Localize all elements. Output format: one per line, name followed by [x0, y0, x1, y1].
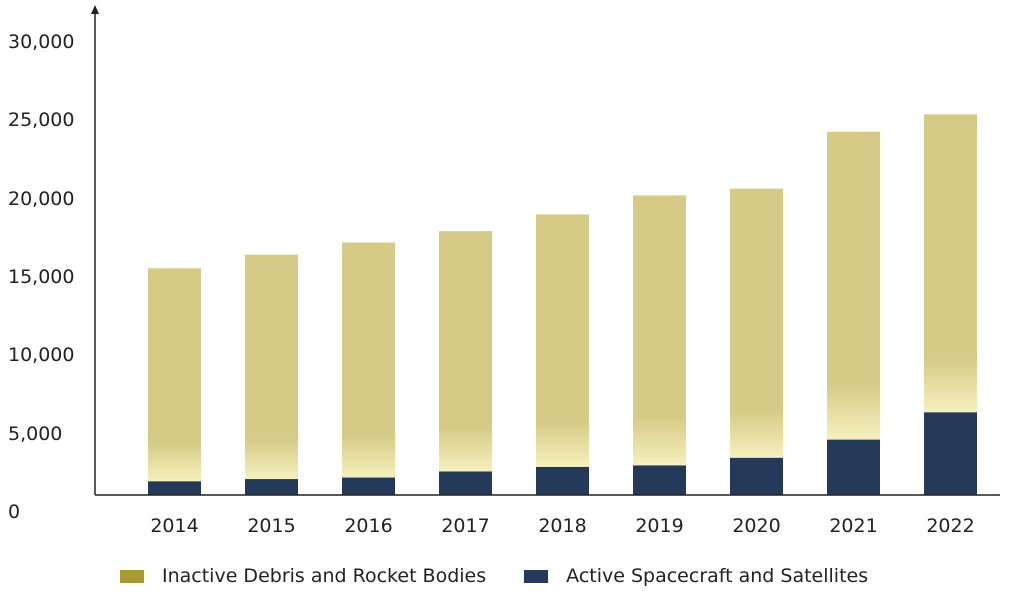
legend-label-inactive: Inactive Debris and Rocket Bodies — [162, 565, 487, 587]
y-tick-label: 25,000 — [8, 109, 74, 131]
legend-item-inactive: Inactive Debris and Rocket Bodies — [120, 565, 486, 587]
bar-active-2022 — [924, 412, 977, 495]
y-tick-label: 15,000 — [8, 266, 74, 288]
y-tick-label: 20,000 — [8, 188, 74, 210]
x-tick-label: 2018 — [538, 515, 586, 537]
bar-inactive-2018 — [536, 214, 589, 467]
y-tick-label: 10,000 — [8, 344, 74, 366]
x-tick-label: 2022 — [926, 515, 974, 537]
legend-label-active: Active Spacecraft and Satellites — [566, 565, 869, 587]
bar-active-2016 — [342, 477, 395, 495]
bar-active-2020 — [730, 457, 783, 495]
bar-inactive-2021 — [827, 131, 880, 440]
y-tick-label: 30,000 — [8, 31, 74, 53]
bars-group — [148, 114, 977, 495]
bar-inactive-2017 — [439, 231, 492, 472]
bar-active-2017 — [439, 471, 492, 495]
bar-inactive-2015 — [245, 254, 298, 480]
legend-item-active: Active Spacecraft and Satellites — [524, 565, 868, 587]
x-tick-label: 2015 — [247, 515, 295, 537]
y-tick-labels: 0 5,000 10,000 15,000 20,000 25,000 30,000 — [8, 31, 74, 523]
bar-inactive-2014 — [148, 268, 201, 482]
bar-active-2015 — [245, 479, 298, 495]
y-tick-label: 0 — [8, 501, 20, 523]
y-axis-arrow-icon — [91, 5, 99, 14]
bar-inactive-2019 — [633, 195, 686, 466]
bar-inactive-2016 — [342, 242, 395, 478]
legend-swatch-active — [524, 569, 549, 583]
bar-active-2021 — [827, 439, 880, 495]
bar-active-2018 — [536, 466, 589, 495]
x-tick-label: 2016 — [344, 515, 392, 537]
x-tick-label: 2017 — [441, 515, 489, 537]
bar-active-2014 — [148, 481, 201, 495]
bar-inactive-2020 — [730, 188, 783, 458]
x-tick-label: 2020 — [732, 515, 780, 537]
legend: Inactive Debris and Rocket Bodies Active… — [120, 565, 906, 587]
y-tick-label: 5,000 — [8, 423, 62, 445]
x-tick-label: 2019 — [635, 515, 683, 537]
bar-inactive-2022 — [924, 114, 977, 413]
bar-active-2019 — [633, 465, 686, 495]
axes-group — [91, 5, 1000, 496]
x-tick-labels: 2014 2015 2016 2017 2018 2019 2020 2021 2022 — [150, 515, 974, 537]
x-tick-label: 2021 — [829, 515, 877, 537]
x-tick-label: 2014 — [150, 515, 198, 537]
legend-swatch-inactive — [120, 569, 144, 583]
